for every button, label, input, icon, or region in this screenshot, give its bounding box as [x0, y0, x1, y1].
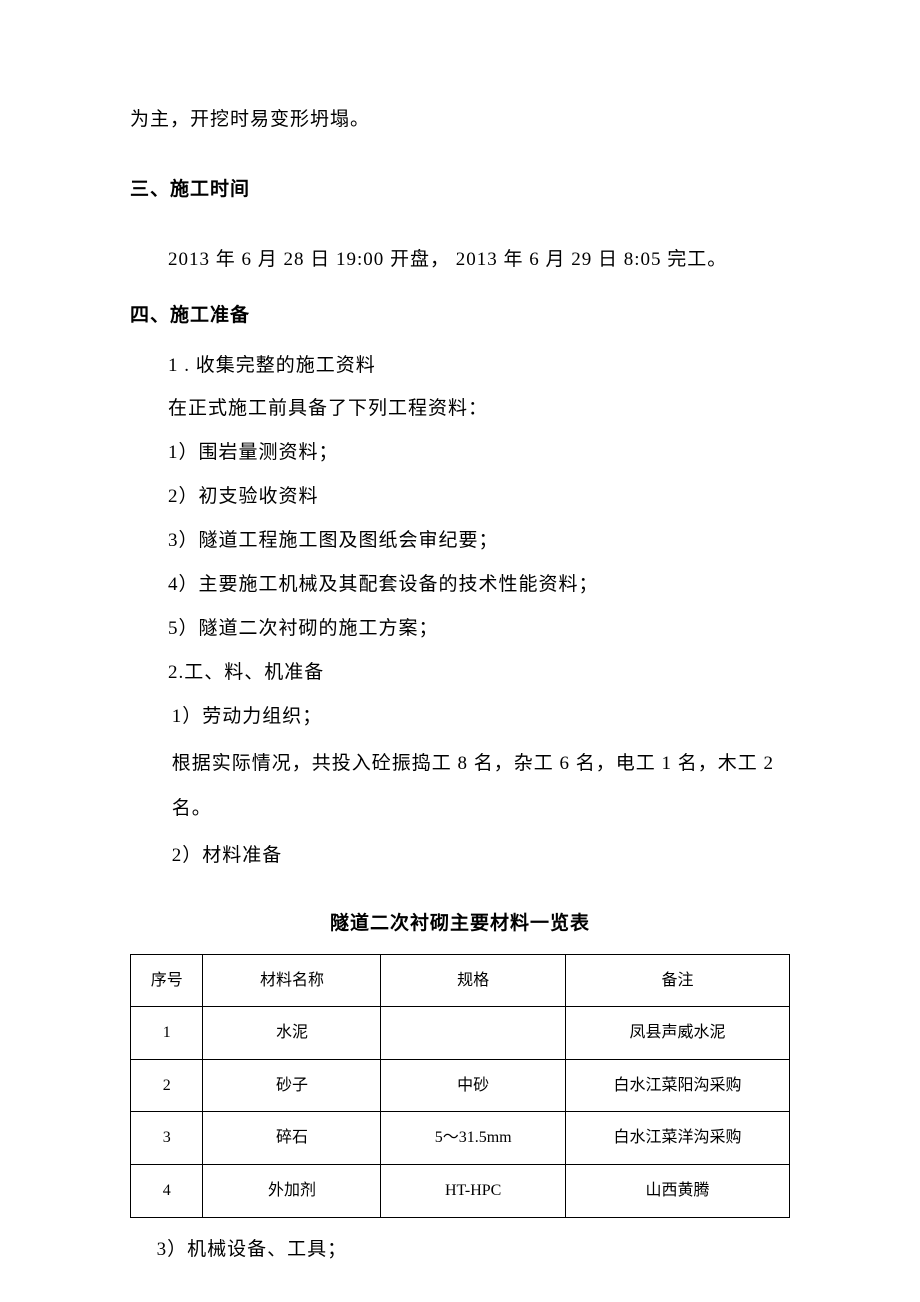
table-cell-name: 碎石 — [203, 1112, 381, 1165]
section-4-item-2-sub-1-body: 根据实际情况，共投入砼振捣工 8 名，杂工 6 名，电工 1 名，木工 2 名。 — [130, 741, 790, 832]
table-cell-name: 外加剂 — [203, 1164, 381, 1217]
table-row: 3 碎石 5～31.5mm 白水江菜洋沟采购 — [131, 1112, 790, 1165]
section-4-item-1-sub-1: 1）围岩量测资料； — [130, 433, 790, 473]
table-cell-name: 砂子 — [203, 1059, 381, 1112]
table-cell-spec: HT-HPC — [381, 1164, 566, 1217]
section-4-item-1-sub-4: 4）主要施工机械及其配套设备的技术性能资料； — [130, 565, 790, 605]
section-4-item-1-sub-3: 3）隧道工程施工图及图纸会审纪要； — [130, 521, 790, 561]
continuation-text: 为主，开挖时易变形坍塌。 — [130, 100, 790, 140]
table-header-note: 备注 — [565, 954, 789, 1007]
table-cell-seq: 2 — [131, 1059, 203, 1112]
table-cell-note: 白水江菜阳沟采购 — [565, 1059, 789, 1112]
table-cell-note: 白水江菜洋沟采购 — [565, 1112, 789, 1165]
section-4-item-1-title: 1 . 收集完整的施工资料 — [130, 346, 790, 386]
section-4-item-1-sub-5: 5）隧道二次衬砌的施工方案； — [130, 609, 790, 649]
section-4-item-2-sub-2-title: 2）材料准备 — [130, 836, 790, 876]
table-cell-seq: 3 — [131, 1112, 203, 1165]
table-cell-spec — [381, 1007, 566, 1060]
table-header-seq: 序号 — [131, 954, 203, 1007]
section-4-item-1-sub-2: 2）初支验收资料 — [130, 477, 790, 517]
section-4-item-1-intro: 在正式施工前具备了下列工程资料： — [130, 389, 790, 429]
table-cell-seq: 4 — [131, 1164, 203, 1217]
materials-table: 序号 材料名称 规格 备注 1 水泥 凤县声威水泥 2 砂子 中砂 白水江菜阳沟… — [130, 954, 790, 1218]
table-header-row: 序号 材料名称 规格 备注 — [131, 954, 790, 1007]
section-4-item-2-sub-1-title: 1）劳动力组织； — [130, 697, 790, 737]
section-3-heading: 三、施工时间 — [130, 170, 790, 210]
table-cell-note: 凤县声威水泥 — [565, 1007, 789, 1060]
section-4-heading: 四、施工准备 — [130, 296, 790, 336]
section-4-item-2-title: 2.工、料、机准备 — [130, 653, 790, 693]
document-body: 为主，开挖时易变形坍塌。 三、施工时间 2013 年 6 月 28 日 19:0… — [130, 100, 790, 1269]
table-row: 1 水泥 凤县声威水泥 — [131, 1007, 790, 1060]
table-row: 2 砂子 中砂 白水江菜阳沟采购 — [131, 1059, 790, 1112]
table-header-spec: 规格 — [381, 954, 566, 1007]
table-cell-spec: 5～31.5mm — [381, 1112, 566, 1165]
table-cell-spec: 中砂 — [381, 1059, 566, 1112]
section-4-item-2-sub-3-title: 3）机械设备、工具； — [130, 1230, 790, 1270]
table-row: 4 外加剂 HT-HPC 山西黄腾 — [131, 1164, 790, 1217]
table-header-name: 材料名称 — [203, 954, 381, 1007]
table-cell-seq: 1 — [131, 1007, 203, 1060]
table-cell-note: 山西黄腾 — [565, 1164, 789, 1217]
materials-table-title: 隧道二次衬砌主要材料一览表 — [130, 904, 790, 944]
section-3-body: 2013 年 6 月 28 日 19:00 开盘， 2013 年 6 月 29 … — [130, 240, 790, 280]
table-cell-name: 水泥 — [203, 1007, 381, 1060]
